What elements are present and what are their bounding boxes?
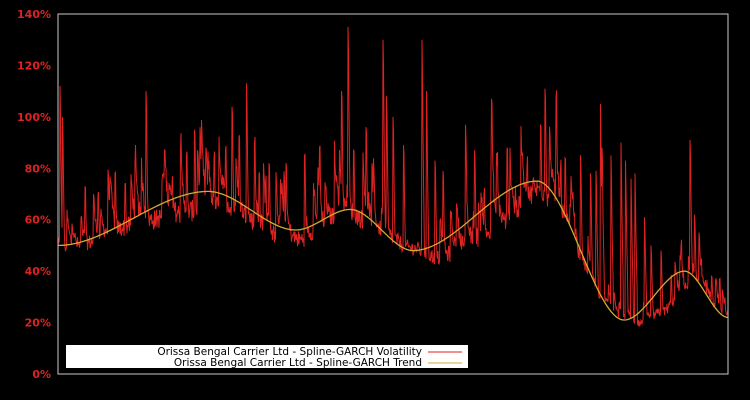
volatility-series xyxy=(57,26,729,328)
legend-label-trend: Orissa Bengal Carrier Ltd - Spline-GARCH… xyxy=(174,357,422,369)
y-tick-label: 0% xyxy=(32,368,51,381)
trend-line xyxy=(58,180,728,321)
y-tick-label: 140% xyxy=(17,8,51,21)
y-tick-label: 120% xyxy=(17,59,51,72)
y-tick-label: 100% xyxy=(17,111,51,124)
y-axis-ticks: 0% 20% 40% 60% 80% 100% 120% 140% xyxy=(17,8,51,381)
chart-legend: Orissa Bengal Carrier Ltd - Spline-GARCH… xyxy=(66,345,468,369)
y-tick-label: 40% xyxy=(25,265,51,278)
y-tick-label: 20% xyxy=(25,317,51,330)
y-tick-label: 80% xyxy=(25,162,51,175)
legend-label-volatility: Orissa Bengal Carrier Ltd - Spline-GARCH… xyxy=(157,346,422,358)
plot-frame xyxy=(57,13,729,375)
volatility-line xyxy=(57,26,729,328)
trend-series xyxy=(58,180,728,321)
y-tick-label: 60% xyxy=(25,214,51,227)
legend-box xyxy=(66,345,468,368)
